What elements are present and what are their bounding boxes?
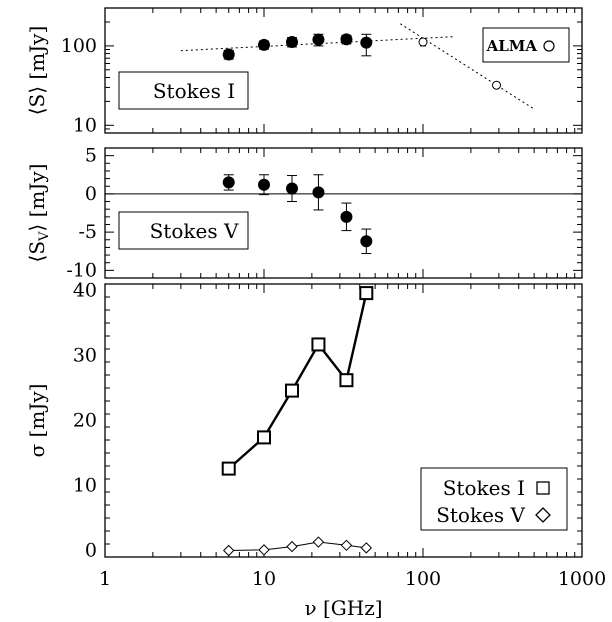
y-axis-label-close: ⟩ [mJy] (25, 164, 49, 232)
y-axis-label: ⟨S⟩ [mJy] (25, 26, 49, 116)
y-tick-label: 5 (85, 145, 97, 167)
legend-marker-square (536, 481, 550, 495)
panel-2: 5 0 -5 -10 ⟨SV⟩ [mJy] Stokes V (25, 145, 583, 281)
y-tick-label: 40 (73, 280, 97, 302)
data-point (221, 461, 236, 476)
legend-label: Stokes V (150, 219, 239, 243)
data-point (360, 235, 373, 248)
y-tick-label: 0 (85, 540, 97, 562)
data-point (258, 38, 270, 51)
y-axis-label-main: S (25, 94, 49, 108)
data-point (312, 33, 325, 46)
data-point (418, 37, 428, 47)
data-point (285, 35, 298, 48)
plot-frame (104, 7, 583, 134)
legend-label: Stokes I (153, 79, 235, 103)
series-1 (222, 33, 373, 61)
data-point (340, 210, 353, 223)
data-point (284, 383, 299, 398)
fit-line (180, 36, 456, 52)
x-tick-label: 10 (252, 568, 276, 590)
panel-3: 0 10 20 30 40 1 10 100 1000 σ [mJy] ν [GHz] Stokes … (25, 280, 606, 621)
data-point (258, 178, 270, 191)
data-point (257, 430, 271, 445)
y-tick-label: -5 (78, 221, 97, 243)
data-point (360, 36, 373, 49)
data-point (359, 286, 374, 301)
y-axis-label-open: ⟨ (25, 255, 49, 263)
y-axis-label: ⟨SV⟩ [mJy] (25, 164, 52, 263)
data-point (222, 48, 235, 61)
y-tick-label: 30 (73, 345, 97, 367)
y-tick-label: 20 (73, 410, 97, 432)
data-point (492, 80, 502, 90)
y-tick-label: 10 (73, 114, 97, 136)
y-axis-label: σ [mJy] (25, 384, 49, 458)
data-point (286, 540, 298, 553)
series-2 (223, 536, 373, 557)
legend-marker-diamond (535, 507, 551, 523)
y-axis-label-sub: V (37, 231, 52, 242)
data-point (312, 536, 325, 548)
data-point (340, 539, 353, 552)
data-point (360, 542, 373, 554)
alma-marker (543, 40, 555, 52)
y-axis-label-open: ⟨ (25, 107, 49, 115)
legend-label: Stokes V (436, 503, 525, 527)
alma-label: ALMA (486, 37, 538, 55)
panel-1: 10 100 ⟨S⟩ [mJy] Stokes I ALMA (25, 7, 583, 136)
y-tick-label: 10 (73, 475, 97, 497)
data-point (222, 176, 235, 189)
x-tick-label: 100 (405, 568, 441, 590)
y-axis-label-main: S (25, 241, 49, 255)
x-tick-label: 1 (99, 568, 111, 590)
legend-label: Stokes I (443, 476, 525, 500)
plot-frame (104, 283, 583, 558)
series-2 (418, 37, 502, 90)
y-tick-label: -10 (66, 259, 97, 281)
x-tick-label: 1000 (558, 568, 606, 590)
data-point (223, 544, 235, 557)
alma-box (482, 27, 570, 63)
data-point (285, 182, 298, 195)
series-1 (222, 174, 373, 255)
y-axis-label-close: ⟩ [mJy] (25, 26, 49, 94)
data-point (340, 33, 353, 46)
legend-box (118, 71, 249, 110)
plot-frame (104, 147, 583, 279)
data-point (339, 373, 354, 388)
data-point (311, 337, 326, 352)
data-point (312, 186, 325, 199)
data-point (258, 544, 270, 556)
x-axis-label: ν [GHz] (304, 596, 382, 620)
y-tick-label: 0 (85, 183, 97, 205)
y-tick-label: 100 (61, 35, 97, 57)
legend-box (118, 211, 249, 250)
series-1 (221, 286, 374, 476)
